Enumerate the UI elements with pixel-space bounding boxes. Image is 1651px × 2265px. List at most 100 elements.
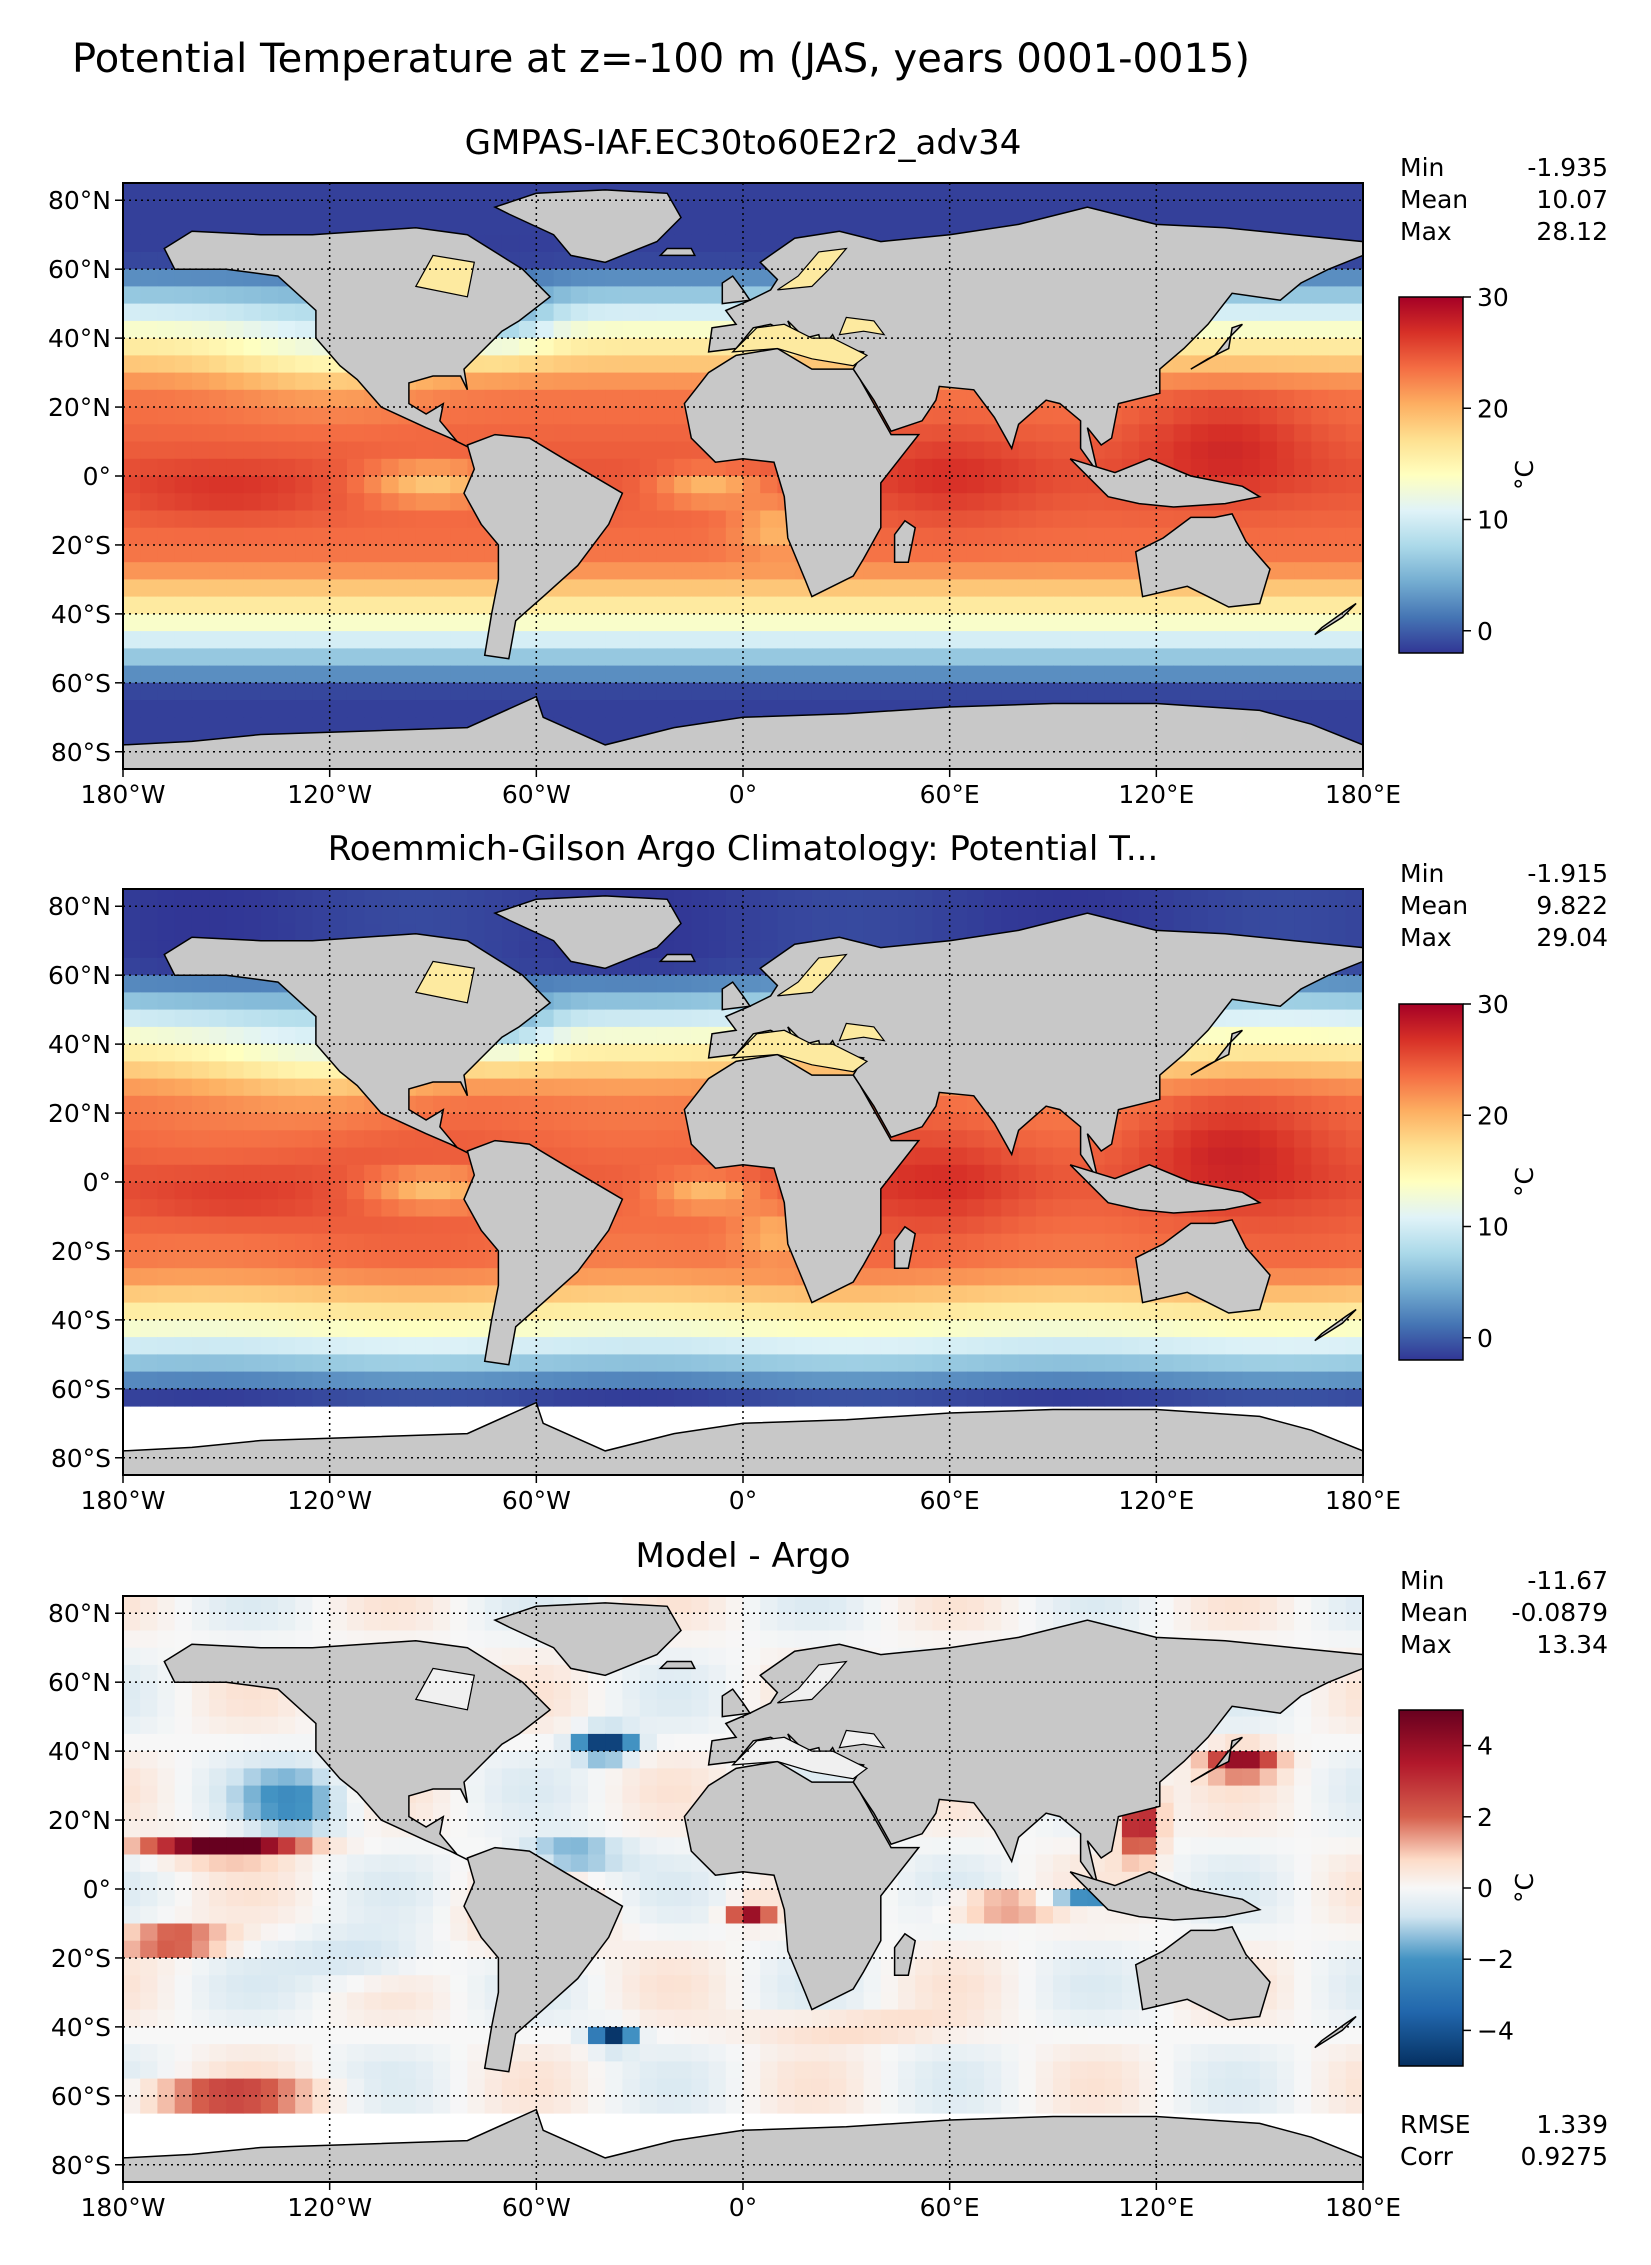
error-stats-box: RMSE 1.339 Corr 0.9275 bbox=[1400, 2110, 1608, 2171]
colorbar-tick-label: 2 bbox=[1477, 1803, 1493, 1832]
panel-model: GMPAS-IAF.EC30to60E2r2_adv34 180°W 120°W 6… bbox=[48, 123, 1608, 809]
landmass-south-america bbox=[463, 1846, 624, 2073]
y-tick-label: 20°S bbox=[51, 1944, 111, 1973]
landmass-iceland bbox=[658, 953, 697, 963]
colorbar-tick-label: 10 bbox=[1477, 1213, 1509, 1242]
y-tick-label: 40°N bbox=[48, 1737, 111, 1766]
y-tick-label: 0° bbox=[83, 462, 111, 491]
landmass-uk bbox=[721, 981, 752, 1011]
y-tick-label: 20°S bbox=[51, 531, 111, 560]
landmass-japan bbox=[1190, 323, 1243, 370]
inland-sea bbox=[414, 254, 476, 298]
colorbar-tick-label: 0 bbox=[1477, 617, 1493, 646]
map-area: 180°W 120°W 60°W 0° 60°E 120°E 180°E 80°N 60°N 4… bbox=[48, 1595, 1401, 2222]
inland-sea bbox=[731, 323, 869, 367]
stat-label-max: Max bbox=[1400, 217, 1452, 246]
x-tick-label: 120°W bbox=[287, 2193, 372, 2222]
stat-label-mean: Mean bbox=[1400, 891, 1468, 920]
y-tick-label: 40°S bbox=[51, 600, 111, 629]
map-area: 180°W 120°W 60°W 0° 60°E 120°E 180°E 80°N 60°N 4… bbox=[48, 888, 1401, 1515]
map-gridlines bbox=[123, 889, 1363, 1475]
y-tick-label: 60°S bbox=[51, 1375, 111, 1404]
y-tick-label: 0° bbox=[83, 1168, 111, 1197]
landmass-new-zealand bbox=[1314, 602, 1357, 636]
landmass-japan bbox=[1190, 1736, 1243, 1783]
colorbar: 4 2 0 −2 −4 °C bbox=[1398, 1709, 1539, 2067]
y-tick-label: 60°N bbox=[48, 255, 111, 284]
colorbar-tick-label: −2 bbox=[1477, 1945, 1514, 1974]
y-tick-label: 80°N bbox=[48, 892, 111, 921]
y-tick-label: 40°S bbox=[51, 1306, 111, 1335]
stat-value-max: 28.12 bbox=[1536, 217, 1608, 246]
stats-box: Min -1.935 Mean 10.07 Max 28.12 bbox=[1400, 153, 1608, 246]
y-tick-label: 40°S bbox=[51, 2013, 111, 2042]
map-area: 180°W 120°W 60°W 0° 60°E 120°E 180°E 80°N 60°N 4… bbox=[48, 182, 1401, 809]
inland-sea bbox=[731, 1736, 869, 1780]
stat-label-mean: Mean bbox=[1400, 185, 1468, 214]
y-tick-label: 80°S bbox=[51, 1444, 111, 1473]
figure-suptitle: Potential Temperature at z=-100 m (JAS, … bbox=[72, 36, 1250, 82]
colorbar-tick-label: 30 bbox=[1477, 283, 1509, 312]
panel-argo: Roemmich-Gilson Argo Climatology: Potent… bbox=[48, 829, 1608, 1515]
y-tick-label: 40°N bbox=[48, 1030, 111, 1059]
inland-sea bbox=[777, 247, 848, 291]
landmass-greenland bbox=[493, 1602, 682, 1677]
colorbar-tick-label: 30 bbox=[1477, 990, 1509, 1019]
stat-label-max: Max bbox=[1400, 923, 1452, 952]
y-tick-labels: 80°N 60°N 40°N 20°N 0° 20°S 40°S 60°S 80°S bbox=[48, 892, 123, 1473]
colorbar-gradient bbox=[1398, 1709, 1464, 2067]
colorbar-tick-label: 20 bbox=[1477, 394, 1509, 423]
landmass-madagascar bbox=[893, 1932, 917, 1976]
y-tick-labels: 80°N 60°N 40°N 20°N 0° 20°S 40°S 60°S 80°S bbox=[48, 1599, 123, 2180]
x-tick-label: 120°E bbox=[1118, 1486, 1194, 1515]
colorbar-tick-label: −4 bbox=[1477, 2016, 1514, 2045]
colorbar-tick-label: 0 bbox=[1477, 1324, 1493, 1353]
colorbar-gradient bbox=[1398, 1003, 1464, 1361]
x-tick-label: 0° bbox=[729, 2193, 757, 2222]
x-tick-label: 180°W bbox=[81, 780, 166, 809]
y-tick-label: 80°N bbox=[48, 1599, 111, 1628]
landmass-uk bbox=[721, 1688, 752, 1718]
y-tick-label: 20°N bbox=[48, 1806, 111, 1835]
x-tick-label: 120°E bbox=[1118, 2193, 1194, 2222]
stat-value-min: -1.935 bbox=[1527, 153, 1608, 182]
stat-value-min: -1.915 bbox=[1527, 859, 1608, 888]
y-tick-label: 0° bbox=[83, 1875, 111, 1904]
landmass-new-zealand bbox=[1314, 1308, 1357, 1342]
landmass-indonesia bbox=[1069, 1163, 1262, 1214]
map-land bbox=[122, 189, 1364, 770]
landmass-madagascar bbox=[893, 519, 917, 563]
landmass-iceland bbox=[658, 247, 697, 257]
stat-value-max: 29.04 bbox=[1536, 923, 1608, 952]
x-tick-label: 0° bbox=[729, 1486, 757, 1515]
landmass-indonesia bbox=[1069, 1870, 1262, 1921]
x-tick-label: 0° bbox=[729, 780, 757, 809]
x-tick-labels: 180°W 120°W 60°W 0° 60°E 120°E 180°E bbox=[81, 1475, 1401, 1515]
colorbar-label: °C bbox=[1510, 460, 1539, 490]
stat-value-mean: -0.0879 bbox=[1512, 1598, 1609, 1627]
stat-label-min: Min bbox=[1400, 153, 1444, 182]
y-tick-label: 60°S bbox=[51, 2082, 111, 2111]
x-tick-label: 60°E bbox=[920, 1486, 980, 1515]
landmass-antarctica bbox=[122, 2108, 1364, 2183]
x-tick-label: 180°E bbox=[1325, 2193, 1401, 2222]
x-tick-label: 60°W bbox=[502, 1486, 571, 1515]
stat-label-max: Max bbox=[1400, 1630, 1452, 1659]
landmass-iceland bbox=[658, 1660, 697, 1670]
landmass-antarctica bbox=[122, 695, 1364, 770]
colorbar-label: °C bbox=[1510, 1167, 1539, 1197]
landmass-japan bbox=[1190, 1029, 1243, 1076]
landmass-eurasia bbox=[707, 1619, 1364, 1887]
y-tick-label: 80°S bbox=[51, 2151, 111, 2180]
colorbar-tick-label: 20 bbox=[1477, 1101, 1509, 1130]
inland-sea bbox=[777, 953, 848, 997]
stat-value-min: -11.67 bbox=[1527, 1566, 1608, 1595]
landmass-madagascar bbox=[893, 1225, 917, 1269]
inland-sea bbox=[838, 1022, 886, 1042]
stat-label-corr: Corr bbox=[1400, 2142, 1454, 2171]
x-tick-label: 120°E bbox=[1118, 780, 1194, 809]
x-tick-labels: 180°W 120°W 60°W 0° 60°E 120°E 180°E bbox=[81, 769, 1401, 809]
landmass-australia bbox=[1134, 1219, 1271, 1314]
x-tick-labels: 180°W 120°W 60°W 0° 60°E 120°E 180°E bbox=[81, 2182, 1401, 2222]
y-tick-label: 60°N bbox=[48, 1668, 111, 1697]
